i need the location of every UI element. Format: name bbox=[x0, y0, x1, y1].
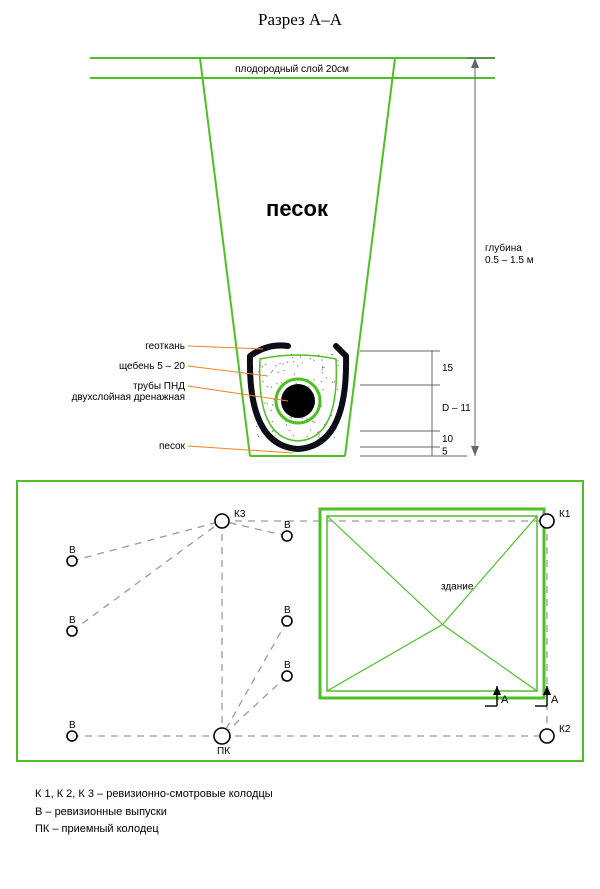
node-K3 bbox=[215, 514, 229, 528]
section-marker-0: A bbox=[501, 694, 509, 706]
node-K1 bbox=[540, 514, 554, 528]
node-label-B3: В bbox=[69, 720, 76, 731]
node-label-B1: В bbox=[69, 545, 76, 556]
label-sand-bottom: песок bbox=[159, 441, 186, 452]
dim-15: 15 bbox=[442, 363, 454, 374]
node-label-B5: В bbox=[284, 605, 291, 616]
node-B5 bbox=[282, 616, 292, 626]
node-label-K3: К3 bbox=[234, 509, 246, 520]
node-label-K1: К1 bbox=[559, 509, 571, 520]
legend-line-1: К 1, К 2, К 3 – ревизионно-смотровые кол… bbox=[35, 786, 565, 804]
plan-diagram: здание К3 К1 К2 ПК В В В В В В A A bbox=[0, 476, 600, 776]
label-gravel: щебень 5 – 20 bbox=[119, 360, 185, 372]
node-label-PK: ПК bbox=[217, 746, 230, 757]
section-marker-1: A bbox=[551, 694, 559, 706]
node-B6 bbox=[282, 671, 292, 681]
node-B2 bbox=[67, 626, 77, 636]
label-pipe: трубы ПНД bbox=[133, 380, 185, 392]
depth-label-1: глубина bbox=[485, 242, 522, 254]
page-title: Разрез A–A bbox=[0, 10, 600, 30]
node-B4 bbox=[282, 531, 292, 541]
dim-pipe: D – 11 bbox=[442, 403, 471, 414]
section-diagram: плодородный слой 20см песок геоткань щебень… bbox=[0, 36, 600, 476]
node-label-B6: В bbox=[284, 660, 291, 671]
label-geotextile: геоткань bbox=[145, 341, 185, 352]
node-PK bbox=[214, 728, 230, 744]
depth-label-2: 0.5 – 1.5 м bbox=[485, 255, 534, 266]
legend: К 1, К 2, К 3 – ревизионно-смотровые кол… bbox=[35, 786, 565, 839]
building-label: здание bbox=[441, 582, 474, 593]
node-label-B4: В bbox=[284, 520, 291, 531]
node-B3 bbox=[67, 731, 77, 741]
label-pipe: двухслойная дренажная bbox=[72, 392, 185, 403]
sand-label: песок bbox=[266, 196, 329, 221]
node-label-B2: В bbox=[69, 615, 76, 626]
top-layer-label: плодородный слой 20см bbox=[235, 64, 349, 75]
legend-line-2: В – ревизионные выпуски bbox=[35, 804, 565, 822]
node-B1 bbox=[67, 556, 77, 566]
node-K2 bbox=[540, 729, 554, 743]
legend-line-3: ПК – приемный колодец bbox=[35, 821, 565, 839]
node-label-K2: К2 bbox=[559, 724, 571, 735]
dim-10: 10 bbox=[442, 434, 454, 445]
